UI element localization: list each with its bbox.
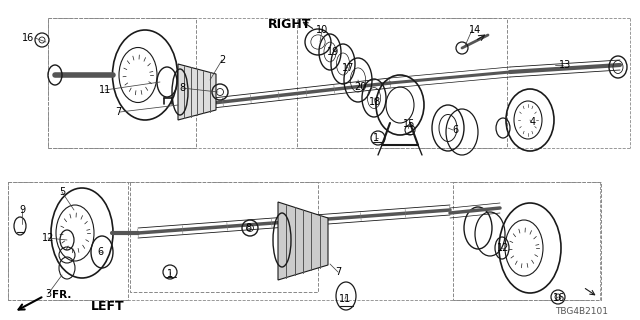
Text: 19: 19 <box>327 47 339 57</box>
Text: 1: 1 <box>167 269 173 279</box>
Text: 9: 9 <box>19 205 25 215</box>
Text: 12: 12 <box>42 233 54 243</box>
Text: 7: 7 <box>335 267 341 277</box>
Bar <box>8 182 128 300</box>
Text: 13: 13 <box>559 60 571 70</box>
Bar <box>48 18 196 148</box>
Text: 16: 16 <box>553 293 565 303</box>
Polygon shape <box>278 202 328 280</box>
Text: TBG4B2101: TBG4B2101 <box>555 308 608 316</box>
Text: 14: 14 <box>469 25 481 35</box>
Bar <box>453 182 601 300</box>
Text: 12: 12 <box>497 243 509 253</box>
Text: 15: 15 <box>403 119 415 129</box>
Text: 6: 6 <box>97 247 103 257</box>
Text: 18: 18 <box>369 97 381 107</box>
Text: 1: 1 <box>373 133 379 143</box>
Polygon shape <box>178 64 216 120</box>
Text: FR.: FR. <box>52 290 72 300</box>
Text: 3: 3 <box>45 289 51 299</box>
Text: 6: 6 <box>452 125 458 135</box>
Text: 11: 11 <box>99 85 111 95</box>
Text: 10: 10 <box>316 25 328 35</box>
Text: 7: 7 <box>115 107 121 117</box>
Text: 5: 5 <box>59 187 65 197</box>
Text: 4: 4 <box>530 117 536 127</box>
Text: RIGHT: RIGHT <box>268 18 312 30</box>
Text: 2: 2 <box>219 55 225 65</box>
Bar <box>297 18 507 148</box>
Bar <box>130 182 318 292</box>
Text: 8: 8 <box>179 83 185 93</box>
Text: 17: 17 <box>342 63 354 73</box>
Text: 8: 8 <box>245 223 251 233</box>
Text: 16: 16 <box>22 33 34 43</box>
Text: LEFT: LEFT <box>91 300 125 313</box>
Text: 20: 20 <box>354 82 366 92</box>
Text: 11: 11 <box>339 294 351 304</box>
